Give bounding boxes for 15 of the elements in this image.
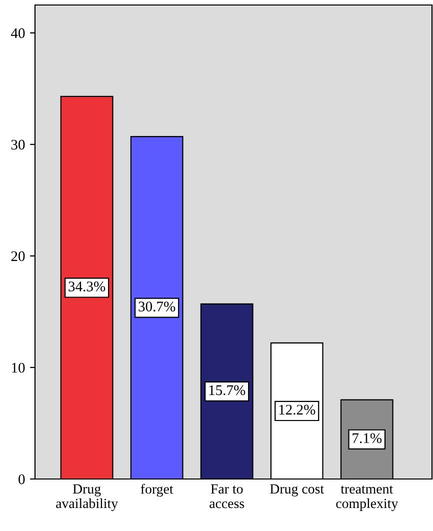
y-tick-label: 10 [12,362,25,373]
y-tick-label: 20 [11,251,25,262]
x-tick-label: treatment complexity [336,486,398,512]
x-tick-label: forget [140,484,174,497]
x-tick-label: Far to access [210,484,244,508]
data-label: 7.1% [352,433,382,444]
data-label: 34.3% [68,282,106,292]
y-tick-label: 40 [10,28,25,38]
x-tick-label: Drug availability [56,484,118,512]
data-label: 15.7% [209,385,246,396]
y-tick-label: 30 [11,140,25,150]
y-tick-label: 0 [18,474,25,484]
data-label: 30.7% [138,302,176,312]
x-tick-label: Drug cost [270,484,324,496]
data-label: 12.2% [279,404,316,415]
